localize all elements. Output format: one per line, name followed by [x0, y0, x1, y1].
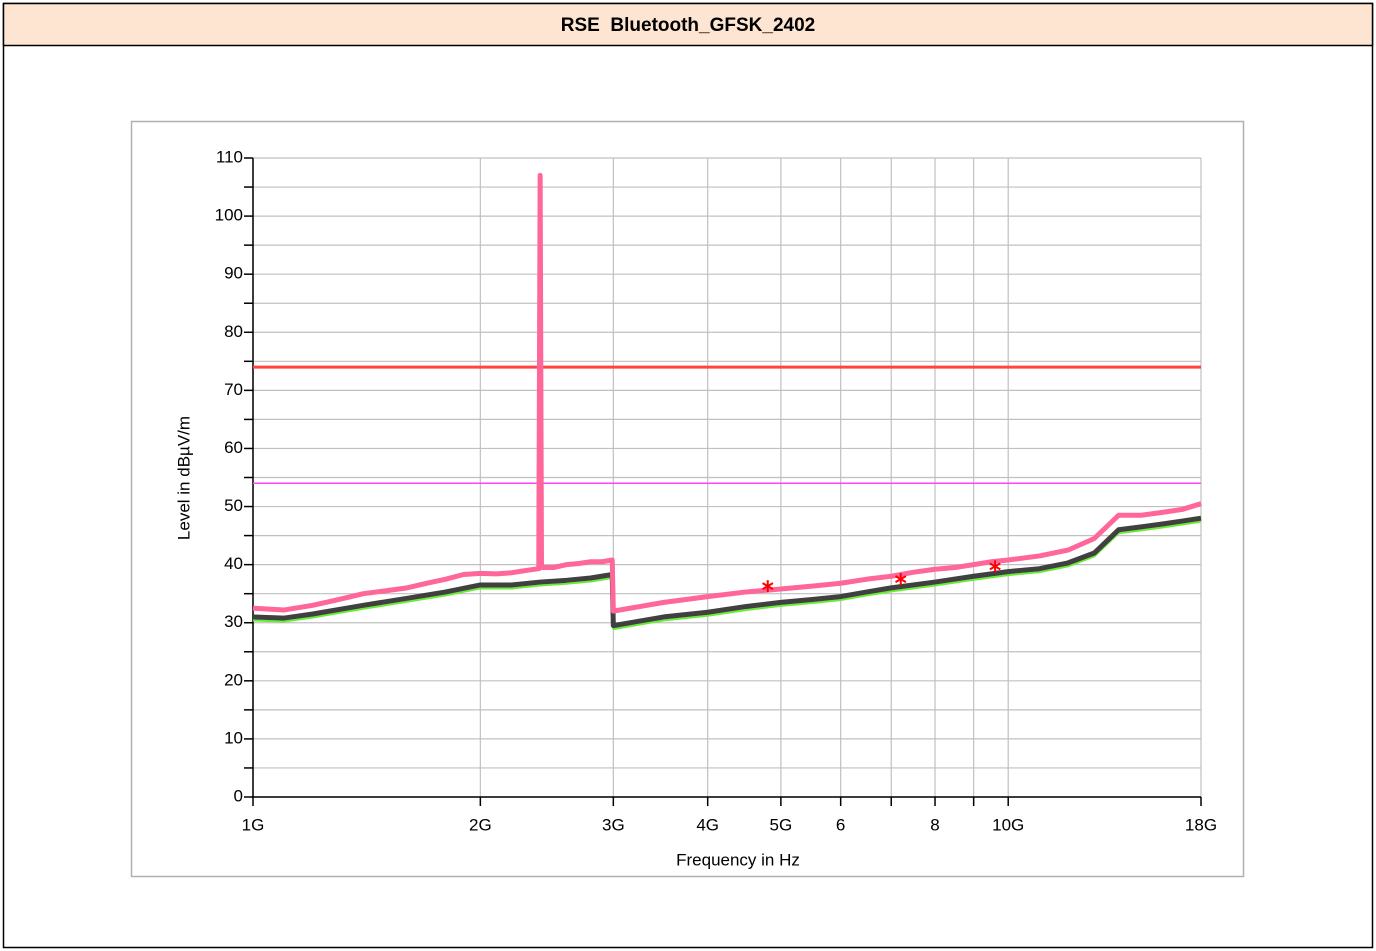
- y-tick-label: 100: [215, 206, 243, 225]
- y-tick-label: 60: [224, 438, 243, 457]
- y-tick-label: 90: [224, 264, 243, 283]
- marker: [762, 580, 774, 593]
- y-tick-label: 30: [224, 612, 243, 631]
- y-tick-label: 70: [224, 380, 243, 399]
- x-tick-label: 5G: [770, 815, 793, 834]
- marker-stroke: [762, 582, 774, 590]
- marker-stroke: [989, 562, 1001, 571]
- trace: [252, 520, 1202, 631]
- x-tick-label: 3G: [602, 815, 625, 834]
- x-tick-label: 2G: [469, 815, 492, 834]
- x-tick-label: 10G: [992, 815, 1024, 834]
- x-axis-title: Frequency in Hz: [676, 850, 800, 869]
- x-tick-label: 18G: [1185, 815, 1217, 834]
- y-tick-label: 10: [224, 728, 243, 747]
- y-tick-label: 50: [224, 496, 243, 515]
- y-tick-label: 40: [224, 554, 243, 573]
- grid: [252, 157, 1202, 798]
- y-tick-label: 0: [234, 786, 243, 805]
- marker-stroke: [895, 575, 907, 584]
- y-tick-label: 80: [224, 322, 243, 341]
- title-bar: [2, 2, 1374, 47]
- x-tick-label: 4G: [696, 815, 719, 834]
- x-tick-label: 8: [930, 815, 939, 834]
- trace: [252, 515, 1202, 629]
- chart-panel: [130, 120, 1245, 878]
- x-tick-label: 6: [836, 815, 845, 834]
- y-axis-title: Level in dBµV/m: [174, 416, 193, 540]
- marker: [989, 560, 1001, 573]
- chart-title: RSE Bluetooth_GFSK_2402: [561, 15, 815, 36]
- y-tick-label: 110: [216, 147, 243, 166]
- y-tick-label: 20: [224, 670, 243, 689]
- x-tick-label: 1G: [242, 815, 265, 834]
- marker: [895, 573, 907, 586]
- trace: [252, 172, 1202, 614]
